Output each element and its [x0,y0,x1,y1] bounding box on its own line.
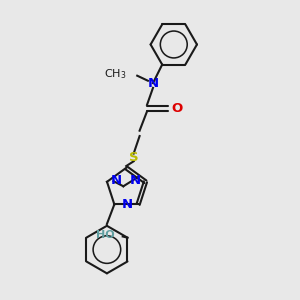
Text: CH$_3$: CH$_3$ [104,67,126,81]
Text: N: N [147,76,158,90]
Text: N: N [129,174,140,188]
Text: HO: HO [96,230,115,240]
Text: O: O [171,102,183,115]
Text: N: N [111,174,122,187]
Text: S: S [129,151,139,164]
Text: N: N [122,198,133,211]
